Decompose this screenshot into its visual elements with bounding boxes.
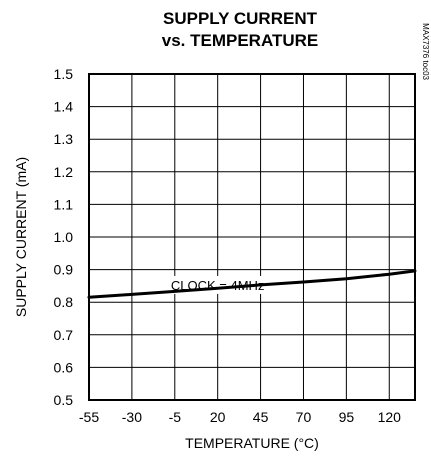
y-tick-label: 0.8 xyxy=(54,294,74,310)
y-tick-label: 1.1 xyxy=(54,196,74,212)
supply-current-line xyxy=(87,269,417,299)
x-tick-label: 20 xyxy=(210,409,226,425)
y-tick-label: 0.7 xyxy=(54,327,74,343)
y-axis-label: SUPPLY CURRENT (mA) xyxy=(13,157,29,317)
x-axis-label: TEMPERATURE (°C) xyxy=(185,435,319,451)
y-tick-label: 1.0 xyxy=(54,229,74,245)
x-tick-label: -30 xyxy=(122,409,142,425)
x-tick-label: -55 xyxy=(79,409,99,425)
y-tick-label: 0.6 xyxy=(54,359,74,375)
chart-title-line-1: SUPPLY CURRENT xyxy=(163,9,318,28)
y-tick-label: 1.4 xyxy=(54,99,74,115)
y-tick-labels: 0.5 0.6 0.7 0.8 0.9 1.0 1.1 1.2 1.3 1.4 1.5 xyxy=(54,66,74,408)
series xyxy=(87,269,417,299)
x-tick-label: 95 xyxy=(339,409,355,425)
grid xyxy=(89,74,415,400)
x-tick-label: 45 xyxy=(253,409,269,425)
y-tick-label: 1.5 xyxy=(54,66,74,82)
y-tick-label: 0.9 xyxy=(54,262,74,278)
chart-title-line-2: vs. TEMPERATURE xyxy=(162,31,319,50)
figure-code-label: MAX7376 toc03 xyxy=(421,23,430,80)
y-tick-label: 1.3 xyxy=(54,131,74,147)
x-tick-label: -5 xyxy=(169,409,182,425)
y-tick-label: 0.5 xyxy=(54,392,74,408)
x-tick-label: 70 xyxy=(296,409,312,425)
clock-annotation: CLOCK = 4MHz xyxy=(171,278,265,293)
x-tick-label: 120 xyxy=(378,409,402,425)
y-tick-label: 1.2 xyxy=(54,164,74,180)
plot-frame xyxy=(88,73,416,401)
x-tick-labels: -55 -30 -5 20 45 70 95 120 xyxy=(79,409,401,425)
